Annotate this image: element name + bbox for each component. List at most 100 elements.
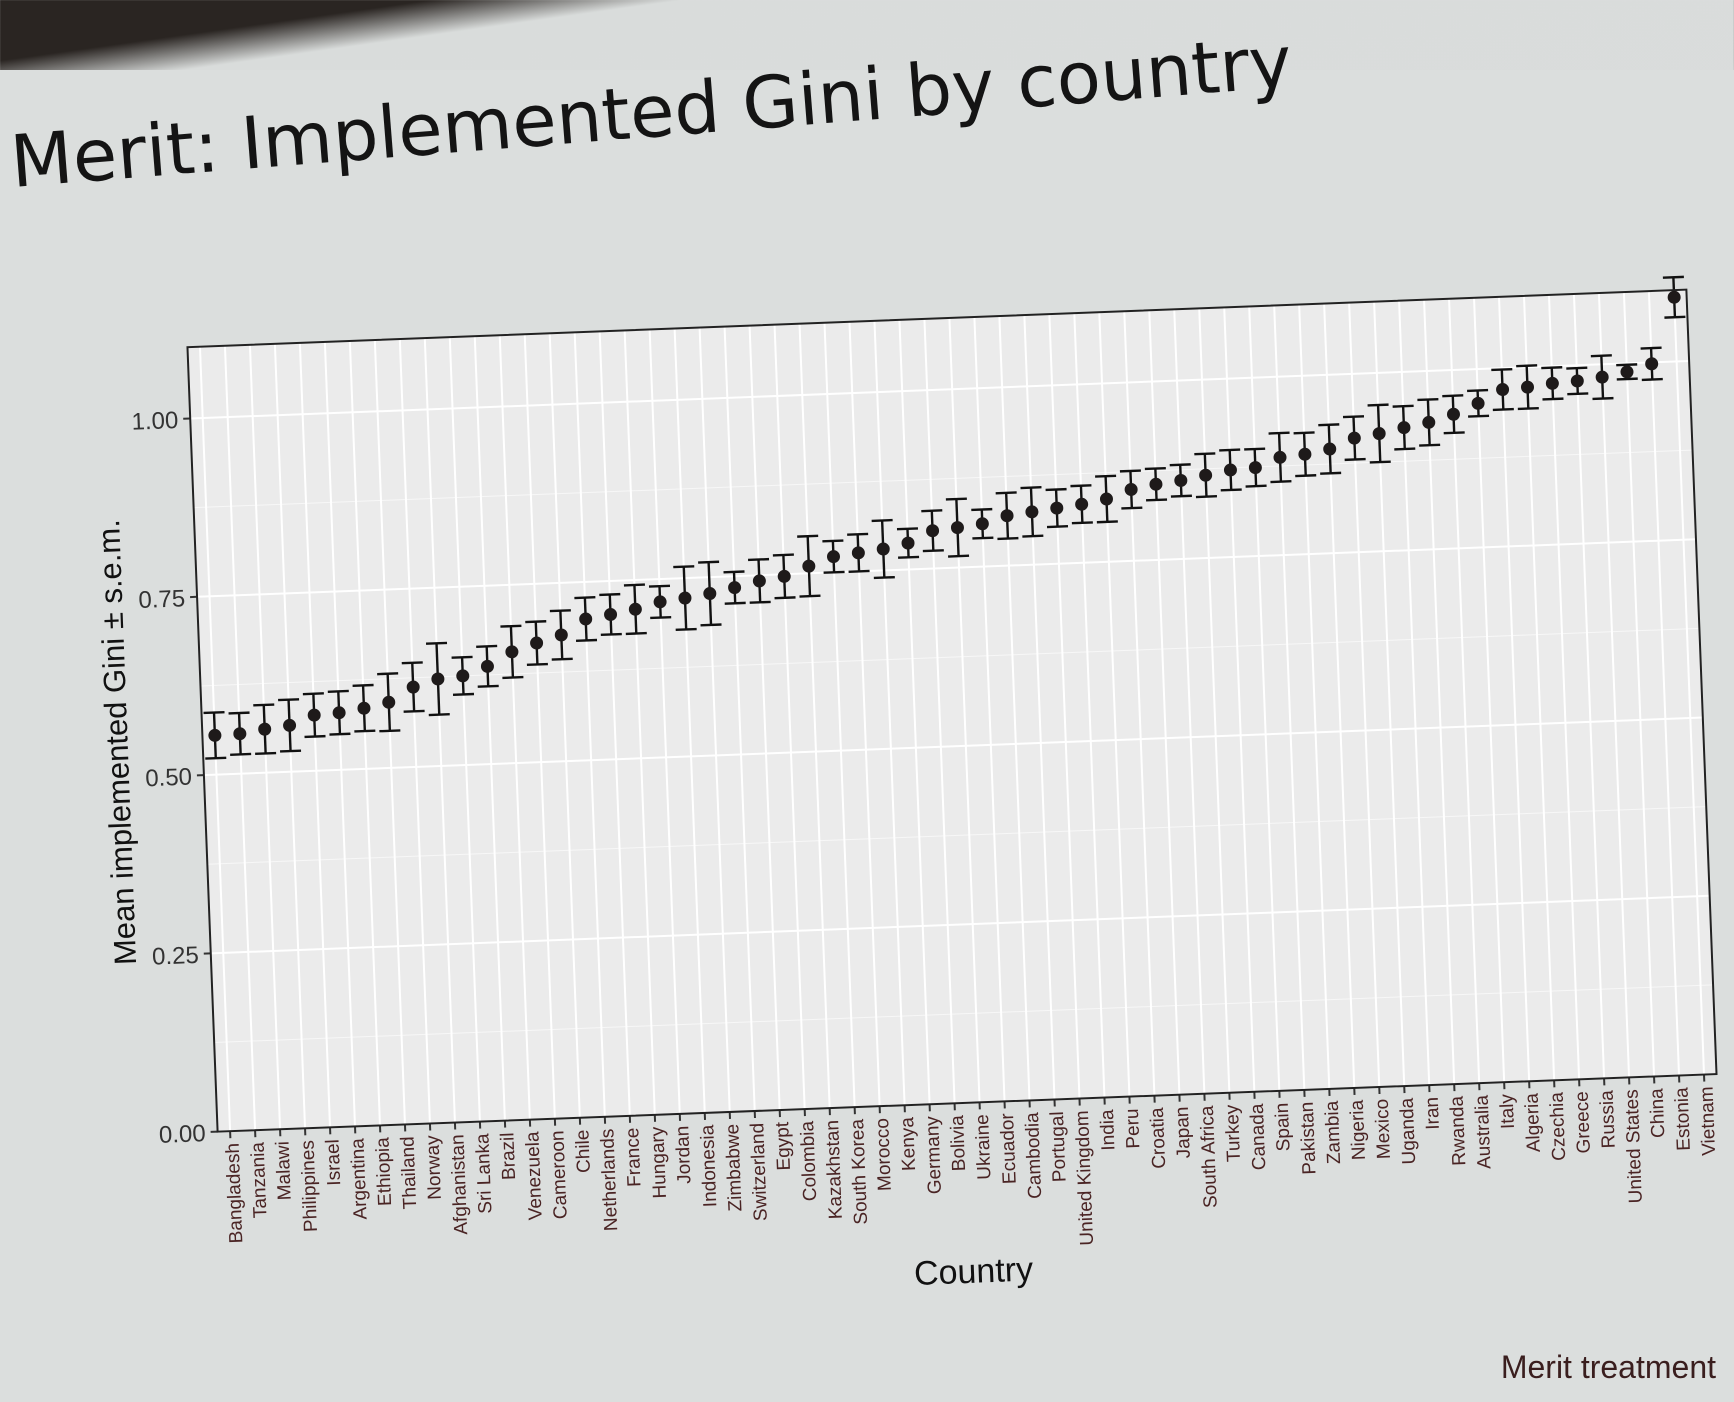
error-bar-cap-top [871,518,893,523]
grid-line-major [210,894,1710,955]
error-bar-cap-bottom [898,555,920,559]
error-bar-cap-bottom [255,751,277,756]
data-point [851,546,865,560]
error-bar-cap-bottom [1320,471,1342,475]
error-bar-cap-top [1367,403,1389,407]
error-bar-cap-top [549,609,571,613]
data-point [382,695,396,709]
error-bar-cap-top [1342,415,1365,419]
data-point [1446,407,1460,421]
x-tick-label: Colombia [797,1120,821,1201]
grid-line-vertical [1123,311,1156,1096]
error-bar-cap-top [203,710,225,715]
error-bar-cap-bottom [379,729,401,733]
error-bar-cap-top [896,527,919,531]
error-bar-cap-top [352,683,374,688]
grid-line-vertical [1547,294,1581,1080]
error-bar-cap-bottom [1046,525,1069,529]
x-tick-label: Chile [572,1129,595,1173]
error-bar-cap-top [1318,423,1340,427]
data-point [1273,450,1287,464]
data-point [1174,473,1188,487]
error-bar-cap-top [1640,346,1662,350]
x-axis-ticks: Bangladesh Tanzania Malawi Philippines Israe… [223,1074,1720,1246]
x-tick-label: Sri Lanka [472,1133,496,1214]
x-tick-label: Norway [422,1134,445,1200]
grid-line-vertical [848,321,881,1107]
error-bar-cap-top [401,661,423,665]
data-point [406,680,420,694]
grid-line-vertical [923,318,956,1104]
x-tick-label: Bolivia [947,1114,970,1171]
error-bar-cap-top [253,703,275,707]
error-bar-cap-bottom [799,594,821,598]
error-bar-cap-top [1144,466,1166,471]
grid-line-vertical [1073,313,1106,1098]
grid-line-major [190,359,1690,420]
x-tick-label: Hungary [647,1126,671,1199]
grid-line-vertical [473,336,506,1121]
data-point [678,591,692,605]
error-bar-cap-top [278,698,300,702]
grid-line-vertical [1223,307,1256,1092]
grid-line-vertical [748,325,781,1111]
x-tick-label: Pakistan [1297,1101,1321,1175]
error-bar-cap-bottom [1121,506,1143,510]
data-point [208,728,222,742]
grid-line-major [197,538,1696,598]
data-point [1000,509,1014,523]
error-bar-cap-bottom [403,709,425,713]
x-tick-label: Croatia [1147,1107,1170,1169]
error-bar-cap-bottom [848,569,870,573]
grid-line-vertical [1522,295,1556,1081]
data-point [1025,505,1039,519]
error-bar-cap-top [1244,447,1266,451]
grid-line-vertical [573,332,606,1117]
grid-line-vertical [1473,297,1506,1083]
error-bar-cap-bottom [329,732,351,736]
data-point [1595,370,1609,384]
error-bar-cap-bottom [1517,406,1539,411]
error-bar-cap-bottom [1664,315,1686,319]
grid-line-vertical [1248,306,1281,1091]
grid-line-vertical [798,323,831,1109]
error-bar-cap-bottom [452,692,475,697]
data-point [1545,376,1559,390]
data-point [752,574,766,588]
grid-line-minor [214,984,1714,1044]
x-tick-label: Thailand [397,1136,421,1210]
error-bar-cap-top [1045,487,1067,492]
x-tick-label: Venezuela [522,1131,546,1221]
error-bar-cap-top [971,507,993,512]
x-tick-label: United Kingdom [1072,1110,1098,1246]
data-point [901,536,915,550]
y-tick-label: 0.50 [145,764,193,793]
data-point [357,701,371,715]
x-tick-label: Algeria [1522,1092,1545,1152]
data-point [628,602,642,616]
grid-line-vertical [623,330,656,1115]
x-tick-label: Spain [1272,1102,1295,1151]
error-bar-cap-bottom [1195,495,1217,499]
data-point [975,517,989,531]
data-point [307,708,321,722]
error-bar-cap-bottom [650,615,672,620]
plot-panel [187,289,1717,1132]
data-point [1372,427,1386,441]
error-bar-cap-bottom [428,713,450,717]
x-tick-label: Mexico [1372,1099,1395,1160]
error-bar-cap-top [1541,366,1563,370]
error-bar-cap-bottom [1592,396,1614,401]
error-bar-cap-bottom [922,549,944,553]
error-bar-cap-bottom [1641,377,1663,382]
error-bar-cap-bottom [823,570,845,574]
data-point [876,542,890,556]
grid-line-vertical [723,326,756,1112]
grid-line-vertical [648,329,681,1114]
x-tick-label: Portugal [1047,1111,1071,1183]
error-bar-cap-bottom [700,623,722,627]
error-bar-cap-bottom [1146,498,1168,502]
data-point [431,672,445,686]
x-tick-label: Switzerland [747,1122,772,1221]
error-bar-cap-top [377,672,399,676]
